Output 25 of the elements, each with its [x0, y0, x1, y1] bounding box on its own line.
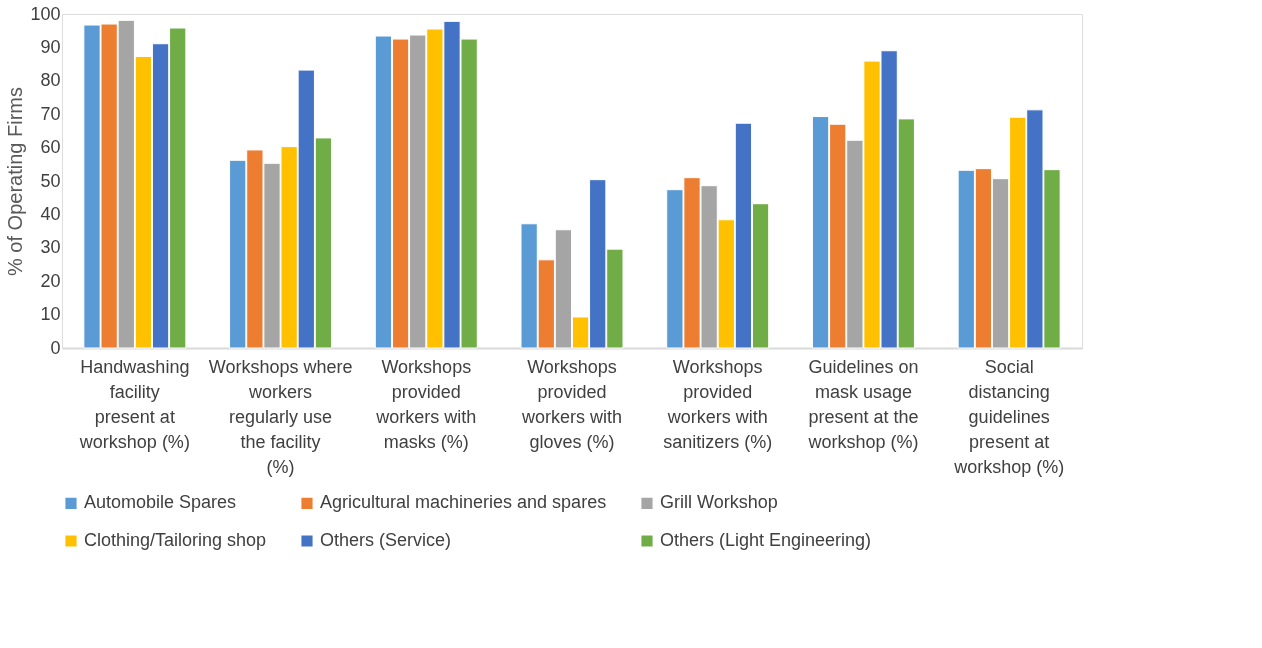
legend-label: Agricultural machineries and spares: [320, 492, 607, 513]
y-tick-label: 10: [40, 304, 61, 325]
y-tick-label: 30: [40, 237, 61, 258]
legend-label: Grill Workshop: [660, 492, 778, 513]
y-tick-label: 90: [40, 36, 61, 57]
x-tick-label: Workshops provided workers with masks (%): [375, 356, 477, 452]
x-tick-label: Workshops where workers regularly use the facility (%): [208, 356, 353, 477]
x-tick-label: Handwashing facility present at workshop (%): [78, 356, 190, 452]
x-tick-label: Social distancing guidelines present at workshop (%): [953, 356, 1065, 477]
x-tick-label: Guidelines on mask usage present at the workshop (%): [807, 356, 919, 452]
x-tick-label: Workshops provided workers with sanitizers (%): [663, 356, 773, 452]
y-tick-label: 20: [40, 270, 61, 291]
legend-label: Automobile Spares: [84, 492, 237, 513]
y-tick-label: 60: [40, 137, 61, 158]
legend-label: Others (Light Engineering): [660, 530, 872, 550]
y-tick-label: 70: [40, 103, 61, 124]
y-axis-title: % of Operating Firms: [4, 87, 27, 276]
y-tick-label: 100: [30, 3, 61, 24]
x-tick-label: Workshops provided workers with gloves (%): [520, 356, 623, 452]
y-tick-label: 40: [40, 203, 61, 224]
y-tick-label: 0: [50, 337, 61, 358]
legend-label: Others (Service): [320, 530, 452, 550]
y-tick-label: 80: [40, 70, 61, 91]
legend-label: Clothing/Tailoring shop: [84, 530, 267, 550]
y-tick-label: 50: [40, 170, 61, 191]
